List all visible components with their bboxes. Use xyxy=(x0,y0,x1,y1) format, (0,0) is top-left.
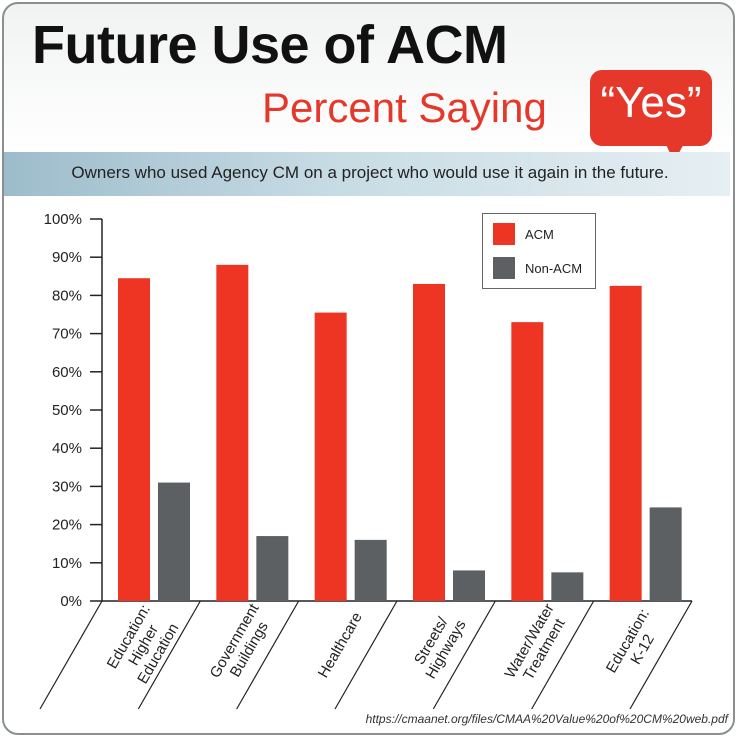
bar-acm-3 xyxy=(413,283,445,601)
legend-swatch-non-acm xyxy=(493,257,515,279)
legend-item-acm: ACM xyxy=(493,223,554,245)
bar-non-acm-0 xyxy=(158,482,190,601)
category-divider xyxy=(334,600,398,710)
bar-non-acm-1 xyxy=(256,536,289,601)
y-tick-label: 40% xyxy=(52,440,82,457)
category-divider xyxy=(39,600,103,710)
bar-acm-4 xyxy=(511,322,544,601)
speech-bubble xyxy=(590,70,712,146)
category-divider xyxy=(432,600,496,710)
y-tick-label: 80% xyxy=(52,287,82,304)
bar-acm-1 xyxy=(216,264,249,601)
chart-subtitle: Percent Saying xyxy=(262,84,547,131)
category-divider xyxy=(236,600,300,710)
bar-acm-5 xyxy=(609,285,642,601)
x-category-label-5: Education:K-12 xyxy=(603,606,658,676)
category-divider xyxy=(531,600,595,710)
legend-item-non-acm: Non-ACM xyxy=(493,257,582,279)
y-tick-label: 50% xyxy=(52,402,82,419)
legend: ACM Non-ACM xyxy=(482,213,596,289)
legend-swatch-acm xyxy=(493,223,515,245)
chart-title: Future Use of ACM xyxy=(32,15,508,75)
chart-description: Owners who used Agency CM on a project w… xyxy=(71,163,669,182)
category-divider xyxy=(137,600,201,710)
y-tick-label: 30% xyxy=(52,478,82,495)
bar-non-acm-5 xyxy=(649,507,682,601)
y-tick-label: 0% xyxy=(60,593,82,610)
x-category-label-line: Healthcare xyxy=(315,610,366,681)
bar-acm-2 xyxy=(314,312,347,601)
y-tick-label: 60% xyxy=(52,364,82,381)
y-tick-label: 20% xyxy=(52,517,82,534)
bar-non-acm-2 xyxy=(354,539,387,601)
source-link[interactable]: https://cmaanet.org/files/CMAA%20Value%2… xyxy=(365,712,728,726)
legend-label-acm: ACM xyxy=(525,226,554,242)
y-tick-label: 100% xyxy=(44,211,82,228)
x-category-label-2: Healthcare xyxy=(315,610,366,681)
category-divider xyxy=(629,600,693,710)
y-tick-label: 70% xyxy=(52,326,82,343)
bar-non-acm-4 xyxy=(551,572,584,601)
x-category-label-3: Streets/Highways xyxy=(411,614,470,682)
bar-non-acm-3 xyxy=(453,570,485,601)
bar-acm-0 xyxy=(118,278,150,601)
y-tick-label: 90% xyxy=(52,249,82,266)
legend-label-non-acm: Non-ACM xyxy=(525,260,583,276)
y-tick-label: 10% xyxy=(52,555,82,572)
speech-bubble-text: “Yes” xyxy=(600,78,702,127)
description-band xyxy=(4,152,730,196)
